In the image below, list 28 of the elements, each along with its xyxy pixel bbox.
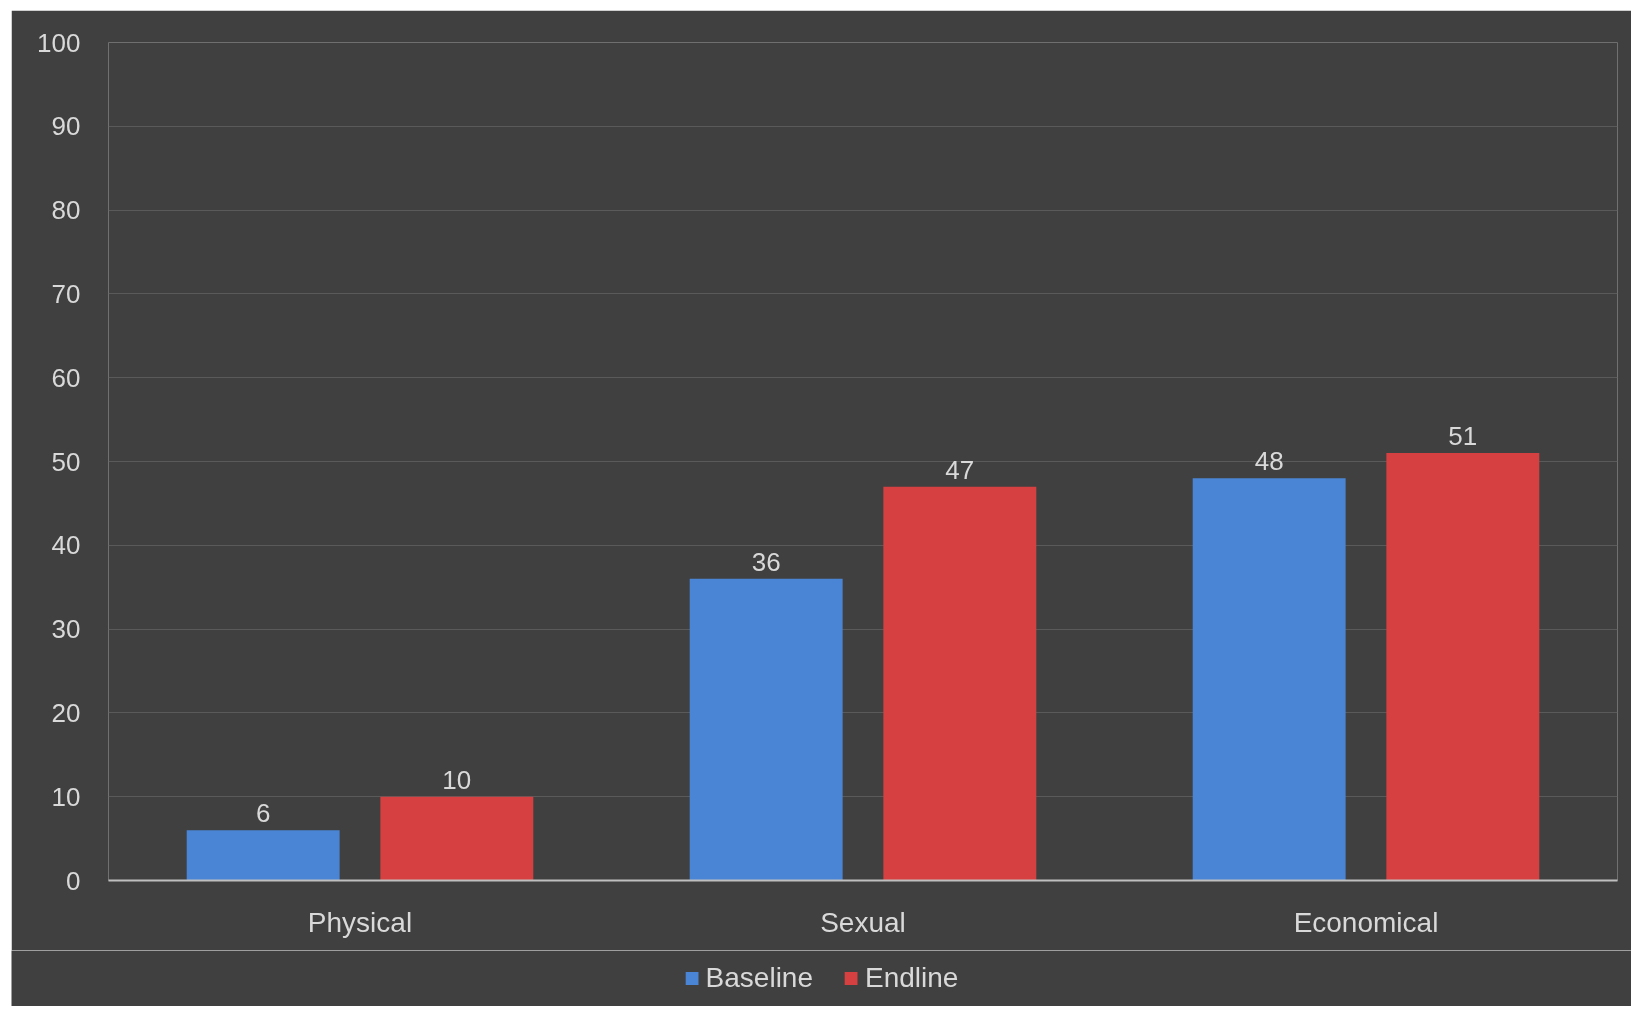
y-tick-label: 60	[51, 362, 81, 393]
data-label: 6	[255, 798, 271, 829]
x-tick-label: Economical	[1293, 906, 1439, 938]
bar	[186, 830, 340, 881]
data-label: 48	[1254, 446, 1284, 477]
y-tick-label: 10	[51, 781, 81, 812]
bar	[1386, 453, 1540, 881]
x-tick-label: Physical	[307, 906, 413, 938]
data-label: 36	[751, 546, 781, 577]
y-tick-label: 20	[51, 697, 81, 728]
y-tick-label: 0	[66, 865, 81, 896]
y-tick-label: 40	[51, 530, 81, 561]
y-tick-label: 50	[51, 446, 81, 477]
y-tick-label: 80	[51, 195, 81, 226]
bar	[883, 486, 1037, 881]
bar	[689, 578, 843, 881]
y-tick-label: 30	[51, 614, 81, 645]
data-label: 51	[1448, 421, 1478, 452]
legend-label: Endline	[865, 962, 959, 994]
y-tick-label: 70	[51, 278, 81, 309]
data-label: 10	[442, 764, 472, 795]
x-tick-label: Sexual	[820, 906, 906, 938]
legend-label: Baseline	[705, 962, 813, 994]
y-tick-label: 100	[37, 27, 81, 58]
data-label: 47	[945, 454, 975, 485]
y-tick-label: 90	[51, 111, 81, 142]
bar	[380, 796, 534, 881]
bar	[1192, 478, 1346, 881]
